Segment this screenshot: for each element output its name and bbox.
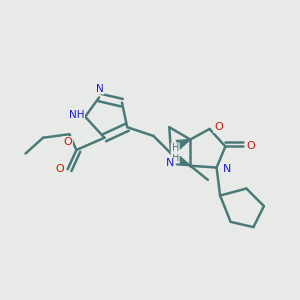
Polygon shape: [176, 156, 190, 166]
Polygon shape: [176, 140, 190, 149]
Text: H: H: [172, 143, 179, 153]
Text: O: O: [246, 142, 255, 152]
Text: O: O: [56, 164, 64, 174]
Text: N: N: [223, 164, 231, 174]
Text: O: O: [214, 122, 223, 132]
Text: N: N: [166, 158, 174, 168]
Text: NH: NH: [69, 110, 84, 120]
Text: H: H: [172, 153, 179, 163]
Text: N: N: [96, 84, 104, 94]
Text: O: O: [63, 137, 72, 147]
